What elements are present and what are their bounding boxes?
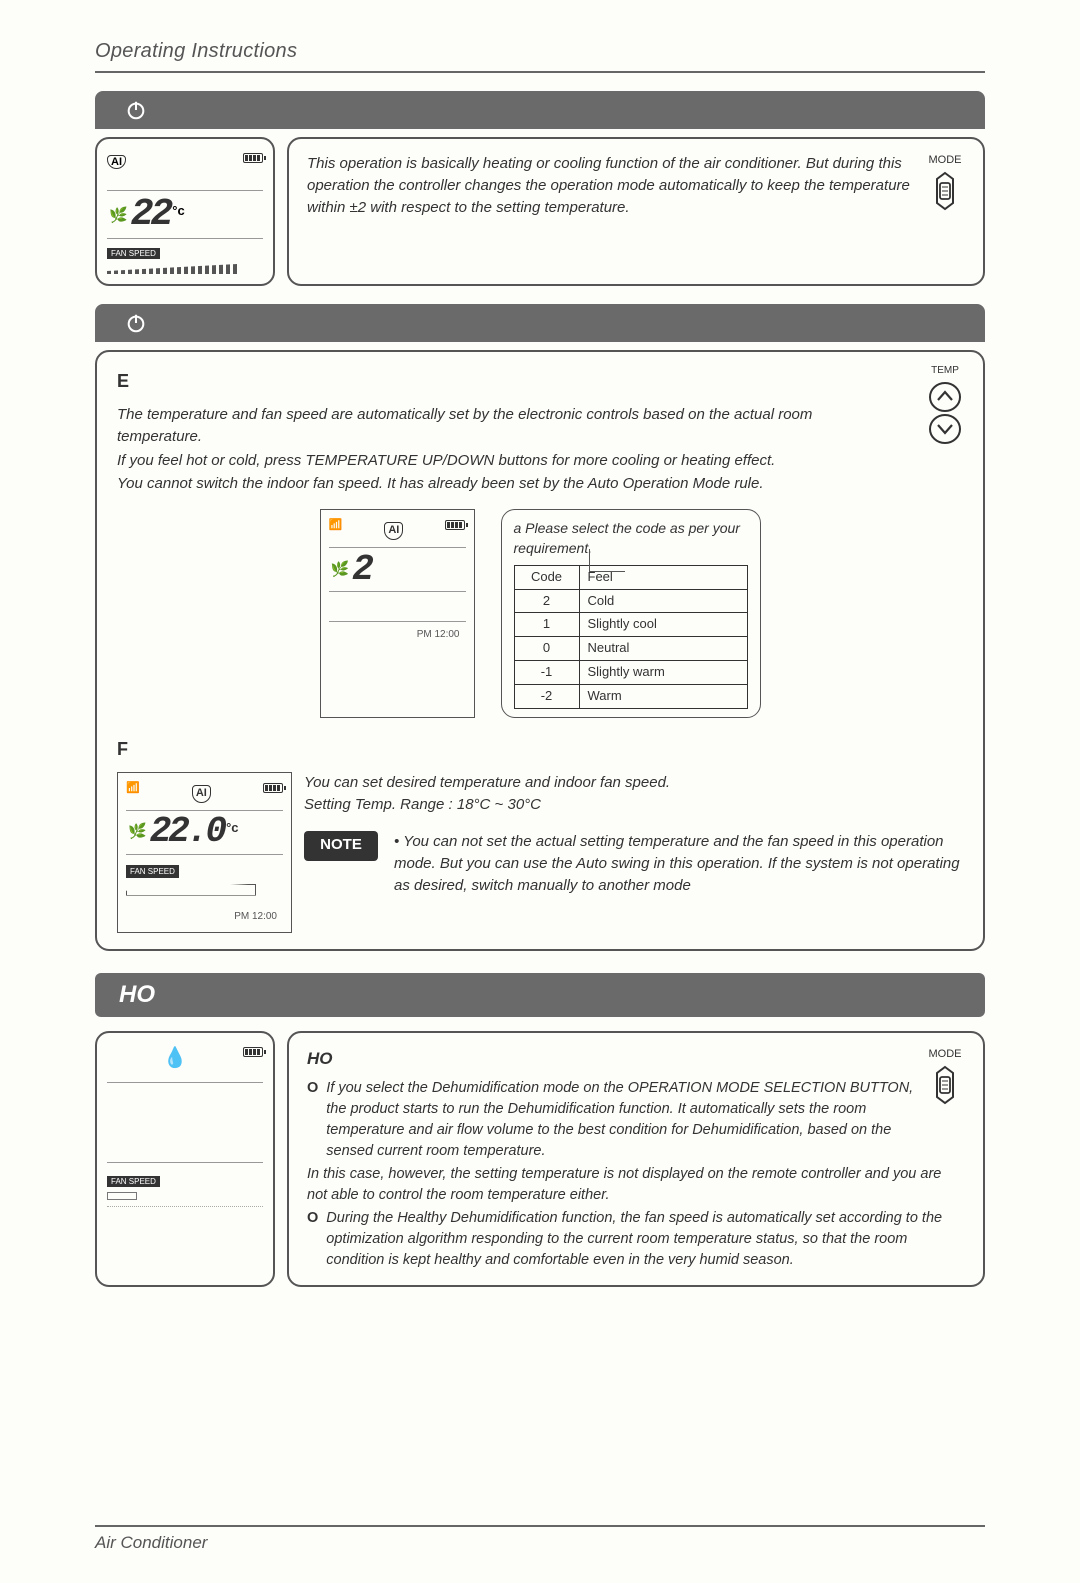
fanspeed-bar [107, 264, 237, 274]
power-icon [125, 312, 147, 334]
battery-icon [445, 520, 465, 530]
th-code: Code [514, 565, 579, 589]
temp-unit: °c [172, 203, 184, 218]
mode-label: MODE [925, 1047, 965, 1063]
section-bar-1 [95, 91, 985, 129]
e-label: E [117, 368, 963, 394]
dotted-line [107, 1206, 263, 1212]
signal-icon: 📶 [329, 518, 343, 534]
section2-f-row: 📶 AI 🌿 22.0 °c FAN SPEED PM 12:00 You ca… [117, 772, 963, 933]
remote-display-3: 📶 AI 🌿 22.0 °c FAN SPEED PM 12:00 [117, 772, 292, 933]
battery-icon [243, 1047, 263, 1057]
table-header-row: Code Feel [514, 565, 747, 589]
f-text-col: You can set desired temperature and indo… [304, 772, 963, 933]
th-feel: Feel [579, 565, 747, 589]
fanspeed-bar-low [107, 1192, 137, 1200]
page: Operating Instructions AI 🌿 22 °c FAN SP… [0, 0, 1080, 1583]
leaf-icon: 🌿 [128, 821, 147, 843]
fanspeed-area: FAN SPEED [126, 859, 283, 896]
mode-icon [925, 1065, 965, 1105]
bullet-mark: O [307, 1078, 318, 1162]
ai-icon: AI [192, 785, 211, 803]
fanspeed-label: FAN SPEED [107, 1176, 160, 1187]
remote-time: PM 12:00 [329, 628, 460, 643]
remote-display-2: 📶 AI 🌿 2 PM 12:00 [320, 509, 475, 718]
ho-bullet-1: O If you select the Dehumidification mod… [307, 1078, 965, 1162]
section-bar-2 [95, 304, 985, 342]
page-footer: Air Conditioner [95, 1525, 985, 1553]
e-text3: You cannot switch the indoor fan speed. … [117, 473, 897, 495]
table-row: -2Warm [514, 684, 747, 708]
mode-button-graphic: MODE [925, 1047, 965, 1111]
section2-remote-code-row: 📶 AI 🌿 2 PM 12:00 a Please select the co… [117, 509, 963, 718]
ho-subtitle: HO [307, 1047, 965, 1072]
battery-icon [263, 783, 283, 793]
temp-label: TEMP [927, 364, 963, 379]
section2-content: E The temperature and fan speed are auto… [95, 350, 985, 951]
ai-icon: AI [384, 522, 403, 540]
fanspeed-area: FAN SPEED [107, 243, 263, 274]
ai-icon: AI [107, 155, 126, 169]
fanspeed-label: FAN SPEED [126, 865, 179, 879]
footer-rule [95, 1525, 985, 1527]
signal-icon: 📶 [126, 781, 140, 797]
leaf-icon: 🌿 [109, 206, 128, 224]
table-row: 0Neutral [514, 637, 747, 661]
temp-value: 22 [131, 193, 171, 236]
ho-middle-text: In this case, however, the setting tempe… [307, 1164, 965, 1206]
ho-content: HO MODE O If you select the Dehumidifica… [287, 1031, 985, 1287]
power-icon [125, 99, 147, 121]
remote-display-ho: 💧 FAN SPEED [95, 1031, 275, 1287]
f-label: F [117, 736, 963, 762]
section1-content: This operation is basically heating or c… [287, 137, 985, 286]
note-text: • You can not set the actual setting tem… [394, 831, 963, 896]
battery-icon [243, 153, 263, 163]
note-badge: NOTE [304, 831, 378, 861]
mode-button-graphic: MODE [925, 153, 965, 217]
header-rule [95, 71, 985, 73]
section1-text: This operation is basically heating or c… [307, 153, 927, 218]
callout-line [589, 571, 625, 572]
fanspeed-label: FAN SPEED [107, 248, 160, 259]
ho-bar: HO [95, 973, 985, 1017]
code-table: Code Feel 2Cold 1Slightly cool 0Neutral … [514, 565, 748, 709]
fanspeed-area: FAN SPEED [107, 1171, 263, 1200]
e-text1: The temperature and fan speed are automa… [117, 404, 877, 448]
temp-up-down-icon [927, 381, 963, 445]
temp-value: 2 [352, 544, 371, 596]
fanspeed-bar [126, 884, 256, 896]
footer-text: Air Conditioner [95, 1533, 985, 1553]
f-text1: You can set desired temperature and indo… [304, 772, 963, 794]
note-row: NOTE • You can not set the actual settin… [304, 831, 963, 896]
temp-value: 22.0 [150, 806, 224, 858]
ho-bullet-1-text: If you select the Dehumidification mode … [326, 1078, 916, 1162]
remote-time: PM 12:00 [126, 910, 277, 925]
page-header: Operating Instructions [95, 40, 985, 63]
temp-unit: °c [226, 819, 238, 838]
drop-icon: 💧 [163, 1045, 188, 1070]
f-text2: Setting Temp. Range : 18°C ~ 30°C [304, 794, 963, 816]
table-row: 2Cold [514, 589, 747, 613]
blank-display-area [107, 1083, 263, 1163]
ho-bar-title: HO [119, 981, 155, 1009]
code-intro: a Please select the code as per your req… [514, 518, 748, 559]
ho-bullet-2: O During the Healthy Dehumidification fu… [307, 1208, 965, 1271]
code-box: a Please select the code as per your req… [501, 509, 761, 718]
table-row: 1Slightly cool [514, 613, 747, 637]
section1-row: AI 🌿 22 °c FAN SPEED This operation is b… [95, 137, 985, 286]
ho-bullet-2-text: During the Healthy Dehumidification func… [326, 1208, 965, 1271]
mode-icon [925, 171, 965, 211]
ho-row: 💧 FAN SPEED HO MODE O If you select the … [95, 1031, 985, 1287]
mode-label: MODE [925, 153, 965, 169]
table-row: -1Slightly warm [514, 661, 747, 685]
temp-buttons-graphic: TEMP [927, 364, 963, 450]
bullet-mark: O [307, 1208, 318, 1271]
remote-display-1: AI 🌿 22 °c FAN SPEED [95, 137, 275, 286]
leaf-icon: 🌿 [331, 559, 350, 581]
e-text2: If you feel hot or cold, press TEMPERATU… [117, 450, 897, 472]
